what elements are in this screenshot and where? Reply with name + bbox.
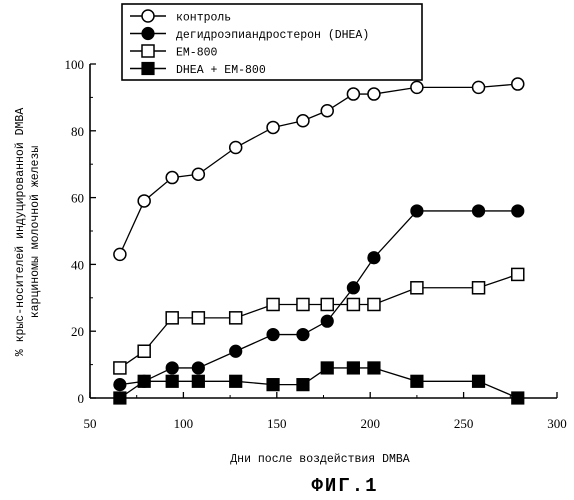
data-point — [267, 329, 279, 341]
data-point — [192, 312, 204, 324]
data-point — [297, 329, 309, 341]
data-point — [473, 375, 485, 387]
data-point — [297, 115, 309, 127]
legend-label: дегидроэпиандростерон (DHEA) — [176, 29, 369, 42]
data-point — [297, 379, 309, 391]
data-point — [297, 298, 309, 310]
series-line — [120, 84, 518, 254]
series-1 — [114, 78, 524, 260]
legend-label: EM-800 — [176, 47, 218, 60]
series-2 — [114, 205, 524, 391]
legend-marker — [142, 10, 154, 22]
data-point — [368, 88, 380, 100]
legend: контроль дегидроэпиандростерон (DHEA) EM-8… — [122, 4, 422, 80]
data-point — [512, 78, 524, 90]
y-axis-title-line1: % крыс-носителей индуцированной DMBA — [14, 108, 27, 357]
data-point — [230, 142, 242, 154]
y-tick-label: 40 — [71, 257, 84, 272]
figure-caption: ФИГ.1 — [311, 475, 378, 497]
x-tick-label: 150 — [267, 416, 287, 431]
data-point — [192, 168, 204, 180]
data-point — [192, 375, 204, 387]
series-line — [120, 368, 518, 398]
legend-box — [122, 4, 422, 80]
data-point — [138, 345, 150, 357]
data-point — [411, 282, 423, 294]
y-axis-title-line2: карциномы молочной железы — [29, 146, 42, 319]
data-point — [114, 392, 126, 404]
data-point — [230, 345, 242, 357]
legend-marker — [142, 45, 154, 57]
legend-label: DHEA + EM-800 — [176, 64, 266, 77]
data-point — [114, 379, 126, 391]
y-tick-label: 60 — [71, 191, 84, 206]
x-axis-title: Дни после воздействия DMBA — [230, 453, 410, 466]
data-point — [166, 362, 178, 374]
data-point — [411, 81, 423, 93]
data-point — [166, 172, 178, 184]
data-point — [166, 312, 178, 324]
data-point — [267, 379, 279, 391]
data-point — [321, 298, 333, 310]
data-point — [411, 375, 423, 387]
data-point — [230, 312, 242, 324]
legend-marker — [142, 28, 154, 40]
data-point — [138, 195, 150, 207]
data-point — [347, 88, 359, 100]
series-line — [120, 211, 518, 385]
data-point — [411, 205, 423, 217]
data-point — [473, 282, 485, 294]
data-point — [368, 298, 380, 310]
data-point — [138, 375, 150, 387]
series-3 — [114, 268, 524, 374]
series-layer — [114, 78, 524, 404]
data-point — [368, 252, 380, 264]
data-point — [473, 81, 485, 93]
legend-marker — [142, 63, 154, 75]
data-point — [321, 105, 333, 117]
x-tick-label: 300 — [547, 416, 567, 431]
legend-label: контроль — [176, 12, 231, 25]
series-line — [120, 274, 518, 368]
data-point — [230, 375, 242, 387]
data-point — [473, 205, 485, 217]
data-point — [347, 298, 359, 310]
data-point — [321, 362, 333, 374]
data-point — [114, 362, 126, 374]
data-point — [368, 362, 380, 374]
data-point — [267, 121, 279, 133]
data-point — [114, 248, 126, 260]
data-point — [347, 282, 359, 294]
x-tick-label: 250 — [454, 416, 474, 431]
data-point — [321, 315, 333, 327]
y-tick-label: 80 — [71, 124, 84, 139]
data-point — [267, 298, 279, 310]
x-tick-label: 200 — [360, 416, 380, 431]
data-point — [512, 392, 524, 404]
data-point — [166, 375, 178, 387]
data-point — [512, 268, 524, 280]
data-point — [192, 362, 204, 374]
x-tick-label: 50 — [84, 416, 97, 431]
x-tick-label: 100 — [174, 416, 194, 431]
y-tick-label: 0 — [78, 391, 85, 406]
y-tick-label: 100 — [65, 57, 85, 72]
y-axis-title: % крыс-носителей индуцированной DMBA кар… — [14, 108, 42, 357]
data-point — [512, 205, 524, 217]
y-tick-label: 20 — [71, 324, 84, 339]
data-point — [347, 362, 359, 374]
